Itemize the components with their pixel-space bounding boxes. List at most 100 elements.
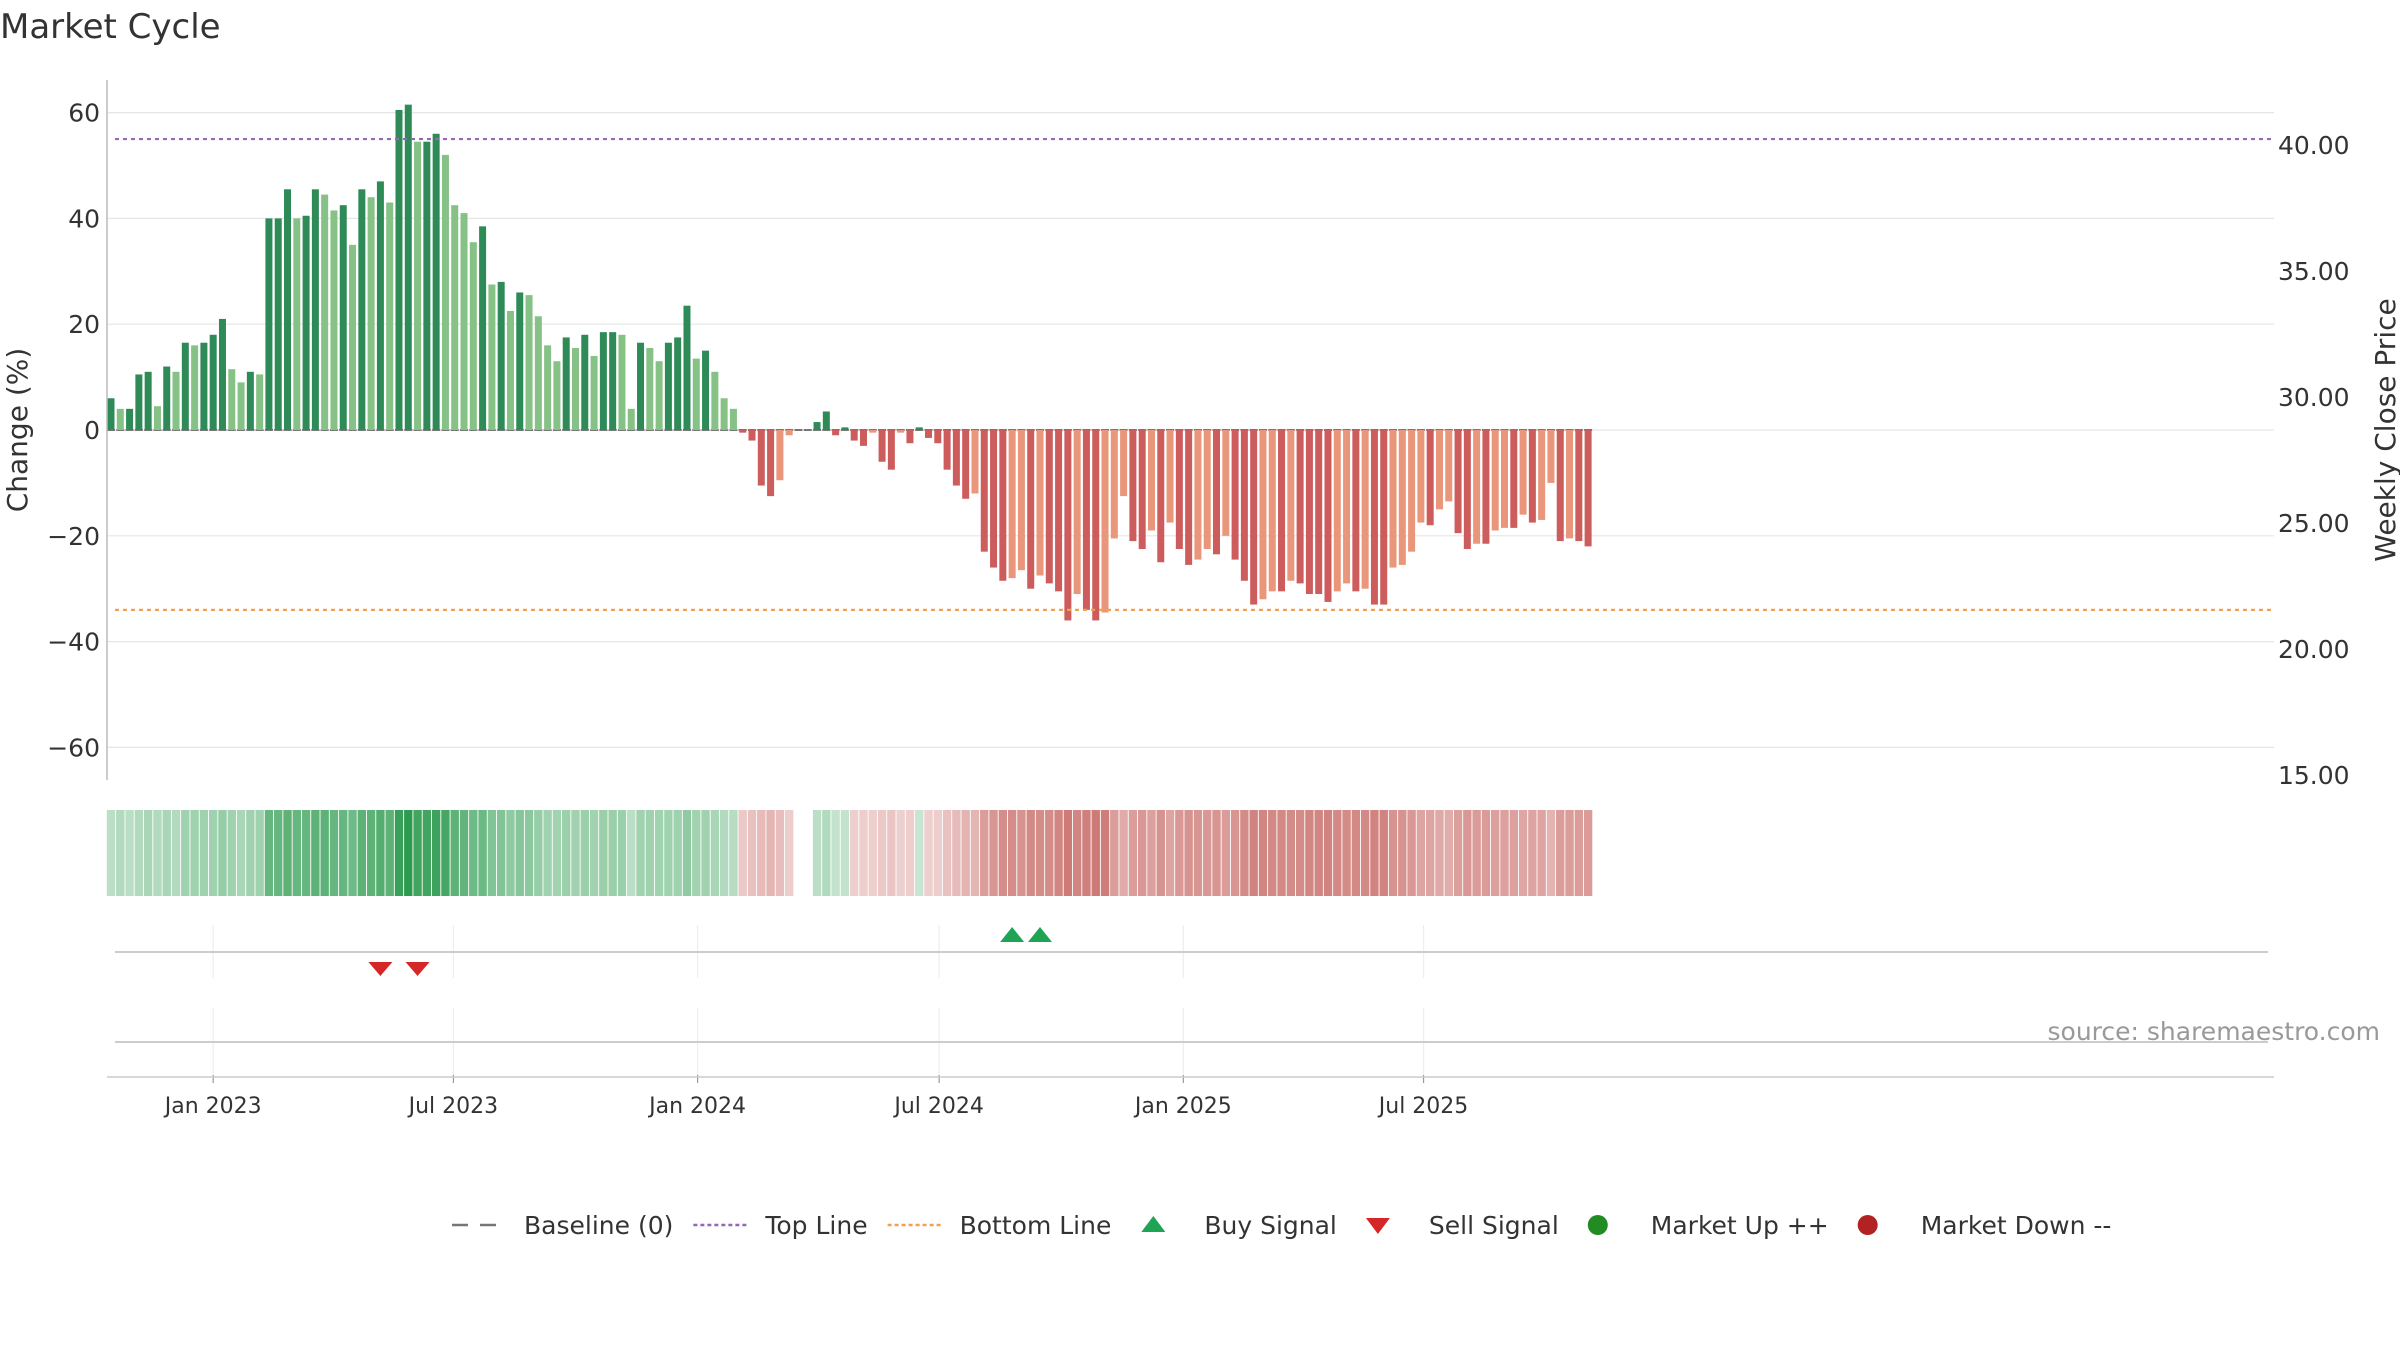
- change-bar: [488, 284, 496, 430]
- change-bar: [293, 218, 301, 430]
- change-bar: [674, 337, 682, 430]
- change-bar: [581, 334, 589, 430]
- change-bar: [516, 292, 524, 430]
- change-bar: [562, 337, 570, 430]
- strip-cell: [998, 810, 1008, 896]
- strip-cell: [1546, 810, 1556, 896]
- chart-title: Market Cycle: [0, 7, 221, 47]
- change-bar: [1584, 430, 1592, 547]
- strip-cell: [348, 810, 357, 896]
- strip-cell: [1509, 810, 1518, 896]
- change-bar: [163, 366, 171, 430]
- strip-cell: [431, 810, 441, 896]
- strip-cell: [1398, 810, 1407, 896]
- y-tick-label: 40: [68, 204, 100, 233]
- change-bar: [925, 430, 933, 438]
- strip-cell: [645, 810, 655, 896]
- strip-cell: [125, 810, 134, 896]
- strip-cell: [1333, 810, 1342, 896]
- legend-item: Top Line: [693, 1211, 868, 1240]
- strip-cell: [1323, 810, 1333, 896]
- strip-cell: [766, 810, 775, 896]
- secondary-y-axis-label: Weekly Close Price: [2369, 298, 2400, 561]
- strip-cell: [1175, 810, 1184, 896]
- change-bar: [237, 382, 245, 430]
- strip-cell: [1268, 810, 1277, 896]
- strip-cell: [1518, 810, 1528, 896]
- change-bar: [1575, 430, 1583, 542]
- change-bar: [1185, 430, 1193, 565]
- change-bar: [479, 226, 487, 430]
- x-tick-label: Jul 2023: [407, 1094, 499, 1119]
- strip-cell: [1370, 810, 1379, 896]
- strip-cell: [580, 810, 589, 896]
- strip-cell: [487, 810, 497, 896]
- change-bar: [1157, 430, 1165, 563]
- change-bar: [1027, 430, 1035, 589]
- strip-cell: [506, 810, 515, 896]
- change-bar: [441, 154, 449, 431]
- strip-cell: [710, 810, 720, 896]
- strip-cell: [1472, 810, 1481, 896]
- strip-cell: [822, 810, 831, 896]
- strip-cell: [162, 810, 171, 896]
- strip-cell: [134, 810, 144, 896]
- change-bar: [1231, 430, 1239, 560]
- change-bar: [1445, 430, 1453, 502]
- strip-cell: [1045, 810, 1054, 896]
- strip-cell: [1379, 810, 1388, 896]
- change-bar: [1222, 430, 1230, 536]
- secondary-y-axis: 40.00 35.00 30.00 25.00 20.00 15.00: [2278, 131, 2350, 790]
- legend-label: Market Up ++: [1651, 1211, 1829, 1240]
- strip-cell: [469, 810, 478, 896]
- strip-cell: [1212, 810, 1221, 896]
- change-bar: [897, 430, 905, 433]
- change-bar: [1510, 430, 1518, 528]
- change-bar: [934, 430, 942, 444]
- strip-cell: [617, 810, 627, 896]
- strip-cell: [599, 810, 608, 896]
- change-bar: [702, 350, 710, 430]
- change-bar: [1296, 430, 1304, 584]
- y2-tick-label: 35.00: [2278, 257, 2350, 286]
- strip-cell: [366, 810, 376, 896]
- change-bar: [822, 411, 830, 430]
- strip-cell: [877, 810, 887, 896]
- strip-cell: [562, 810, 571, 896]
- change-bar: [609, 332, 617, 430]
- change-bar: [1110, 430, 1118, 539]
- strip-cell: [636, 810, 645, 896]
- change-bar: [1175, 430, 1183, 550]
- change-bar: [599, 332, 607, 430]
- change-bar: [116, 408, 124, 430]
- strip-cell: [682, 810, 692, 896]
- strip-cell: [1110, 810, 1119, 896]
- change-bar: [1017, 430, 1025, 571]
- strip-cell: [701, 810, 710, 896]
- strip-cell: [190, 810, 199, 896]
- change-bar: [432, 133, 440, 430]
- signal-panel: [115, 925, 2268, 978]
- change-bar: [952, 430, 960, 486]
- change-bar: [859, 430, 867, 446]
- strip-cell: [1565, 810, 1574, 896]
- strip-cell: [478, 810, 487, 896]
- strip-cell: [664, 810, 673, 896]
- change-bar: [720, 398, 728, 430]
- change-bar: [1138, 430, 1146, 550]
- strip-cell: [1230, 810, 1240, 896]
- change-bar: [1370, 430, 1378, 605]
- strip-cell: [719, 810, 729, 896]
- change-bar: [1352, 430, 1360, 592]
- strip-cell: [264, 810, 274, 896]
- change-bar: [311, 189, 319, 430]
- change-bar: [1120, 430, 1128, 497]
- strip-cell: [859, 810, 868, 896]
- legend-item: Baseline (0): [452, 1211, 673, 1240]
- change-bar: [423, 141, 431, 430]
- strip-cell: [1537, 810, 1546, 896]
- change-bar: [1240, 430, 1248, 581]
- strip-cell: [534, 810, 543, 896]
- change-bar: [284, 189, 292, 430]
